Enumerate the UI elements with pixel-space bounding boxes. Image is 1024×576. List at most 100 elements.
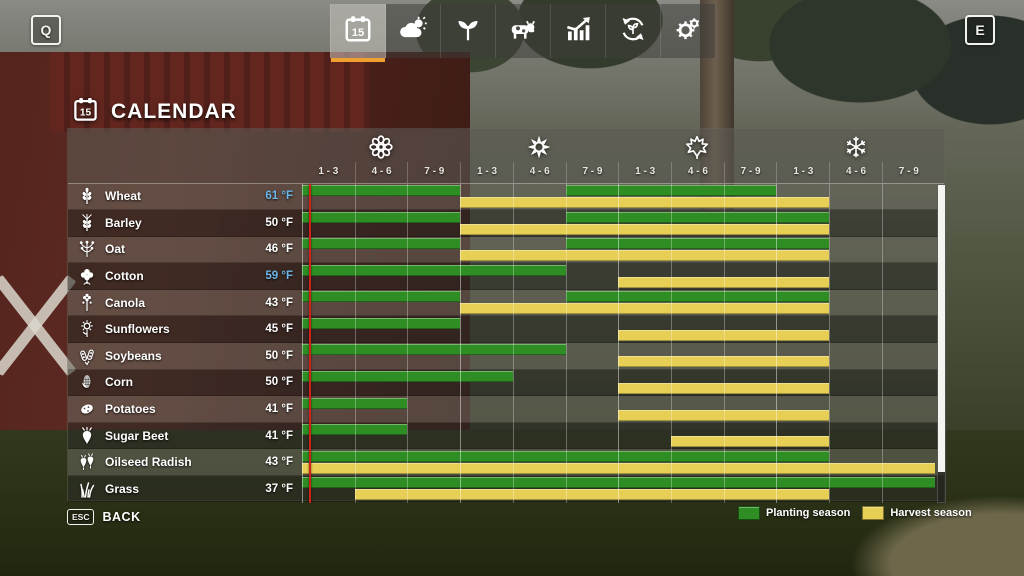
crop-row-wheat: Wheat 61 °F xyxy=(68,183,944,211)
planting-bar xyxy=(565,291,830,303)
crop-row-grass: Grass 37 °F xyxy=(68,475,944,503)
barley-icon xyxy=(77,213,97,233)
settings-icon xyxy=(673,14,703,49)
harvest-bar xyxy=(618,356,830,368)
sun-flower-icon xyxy=(526,134,552,160)
crop-label-cell: Soybeans xyxy=(68,343,302,369)
crop-label-cell: Sugar Beet xyxy=(68,423,302,449)
legend-item: Planting season xyxy=(738,506,850,520)
key-hint-q[interactable]: Q xyxy=(31,15,61,45)
snowflake-icon xyxy=(843,134,869,160)
planting-bar xyxy=(302,291,461,303)
crop-label-cell: Cotton xyxy=(68,263,302,289)
harvest-bar xyxy=(460,250,830,262)
corn-icon xyxy=(77,372,97,392)
crop-row-soybeans: Soybeans 50 °F xyxy=(68,342,944,370)
harvest-bar xyxy=(460,223,830,235)
flower-icon xyxy=(368,134,394,160)
crop-name: Barley xyxy=(105,215,142,230)
planting-bar xyxy=(302,211,461,223)
crop-row-canola: Canola 43 °F xyxy=(68,289,944,317)
harvest-bar xyxy=(354,489,830,501)
back-button[interactable]: ESC BACK xyxy=(67,509,141,525)
legend-item: Harvest season xyxy=(862,506,972,520)
crop-row-corn: Corn 50 °F xyxy=(68,369,944,397)
legend-swatch xyxy=(738,506,760,520)
crop-name: Wheat xyxy=(105,189,141,204)
planting-bar xyxy=(302,317,461,329)
legend-label: Planting season xyxy=(766,507,851,519)
tab-settings[interactable] xyxy=(661,4,716,58)
harvest-bar xyxy=(618,383,830,395)
crop-row-potatoes: Potatoes 41 °F xyxy=(68,396,944,423)
crop-name: Oat xyxy=(105,242,126,257)
crop-label-cell: Canola xyxy=(68,290,302,316)
weather-icon xyxy=(398,14,428,49)
period-header: 1 - 3 xyxy=(618,162,671,183)
grass-icon xyxy=(77,479,97,499)
harvest-bar xyxy=(618,276,830,288)
period-header: 7 - 9 xyxy=(565,162,619,183)
period-header: 4 - 6 xyxy=(354,162,408,183)
period-header: 4 - 6 xyxy=(512,162,566,183)
cotton-icon xyxy=(77,266,97,286)
page-title-row: 15 CALENDAR xyxy=(72,96,237,128)
crop-label-cell: Oilseed Radish xyxy=(68,449,302,475)
scrollbar-thumb[interactable] xyxy=(938,184,945,472)
oat-icon xyxy=(77,239,97,259)
maple-leaf-icon xyxy=(684,134,710,160)
potato-icon xyxy=(77,399,97,419)
crop-name: Cotton xyxy=(105,269,144,284)
planting-bar xyxy=(565,211,830,223)
planting-bar xyxy=(302,371,513,383)
period-header: 4 - 6 xyxy=(829,162,882,183)
crop-name: Canola xyxy=(105,295,146,310)
animals-icon xyxy=(508,14,538,49)
crop-label-cell: Grass xyxy=(68,476,302,502)
tab-weather[interactable] xyxy=(386,4,441,58)
tab-crops[interactable] xyxy=(441,4,496,58)
scrollbar-track[interactable] xyxy=(937,183,946,503)
crops-icon xyxy=(453,14,483,49)
period-header: 1 - 3 xyxy=(776,162,829,183)
period-header: 1 - 3 xyxy=(460,162,513,183)
sugar-beet-icon xyxy=(77,426,97,446)
harvest-bar xyxy=(618,409,830,421)
crop-label-cell: Corn xyxy=(68,370,302,396)
crop-row-barley: Barley 50 °F xyxy=(68,210,944,237)
planting-bar xyxy=(302,185,461,196)
calendar-rows: Wheat 61 °F Barley 50 °F Oat 46 °F Cotton 59 °F… xyxy=(68,183,946,503)
key-hint-e[interactable]: E xyxy=(965,15,995,45)
period-header: 7 - 9 xyxy=(407,162,460,183)
calendar-icon: 15 xyxy=(343,14,373,49)
planting-bar xyxy=(565,185,777,196)
tab-calendar[interactable]: 15 xyxy=(330,4,386,62)
svg-text:15: 15 xyxy=(352,26,365,38)
harvest-bar xyxy=(302,462,935,474)
crop-name: Corn xyxy=(105,375,133,390)
legend-swatch xyxy=(862,506,885,520)
planting-bar xyxy=(302,344,566,356)
menu-tabbar: 15 xyxy=(330,4,716,62)
harvest-bar xyxy=(460,197,830,208)
soybean-icon xyxy=(77,346,97,366)
period-header: 7 - 9 xyxy=(723,162,777,183)
period-header: 1 - 3 xyxy=(318,166,339,177)
period-header: 7 - 9 xyxy=(881,162,935,183)
crop-label-cell: Wheat xyxy=(68,184,302,210)
crop-row-oilseed-radish: Oilseed Radish 43 °F xyxy=(68,449,944,476)
planting-bar xyxy=(302,238,461,250)
tab-season-cycle[interactable] xyxy=(606,4,661,58)
tab-finances[interactable] xyxy=(551,4,606,58)
legend-label: Harvest season xyxy=(890,507,972,519)
tab-animals[interactable] xyxy=(496,4,551,58)
crop-row-sunflowers: Sunflowers 45 °F xyxy=(68,316,944,343)
calendar-icon: 15 xyxy=(72,96,99,128)
harvest-bar xyxy=(460,303,830,315)
harvest-bar xyxy=(671,436,830,448)
crop-name: Sunflowers xyxy=(105,322,170,337)
